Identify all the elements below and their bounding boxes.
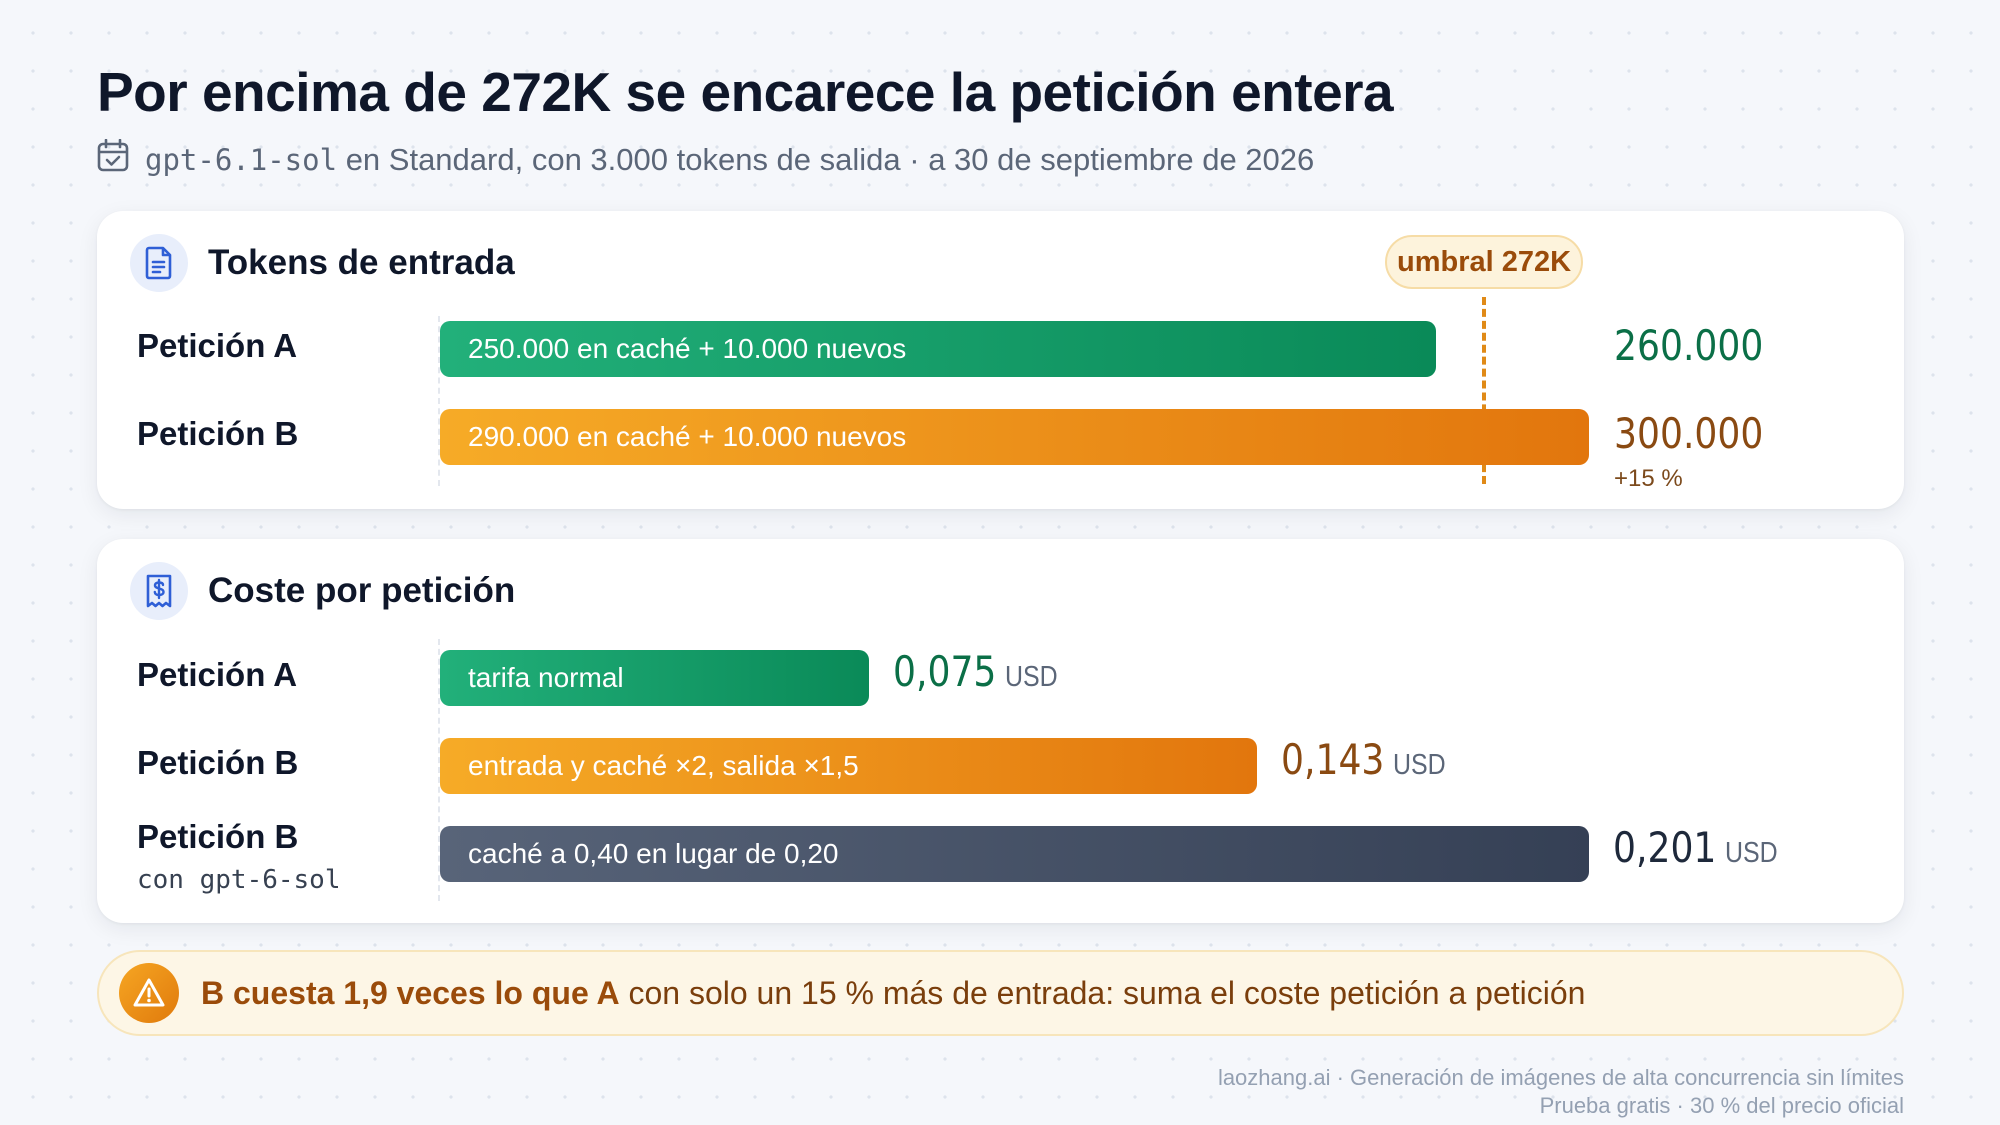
category-label: Petición B xyxy=(137,744,299,781)
bar: 290.000 en caché + 10.000 nuevos xyxy=(440,409,1589,465)
receipt-dollar-icon xyxy=(130,562,188,620)
bar-label: entrada y caché ×2, salida ×1,5 xyxy=(468,750,859,781)
footer-line: laozhang.ai · Generación de imágenes de … xyxy=(1217,1065,1904,1090)
data-label: 0,201 USD xyxy=(1613,823,1778,872)
bar: tarifa normal xyxy=(440,650,869,706)
bar: caché a 0,40 en lugar de 0,20 xyxy=(440,826,1589,882)
bar-axis xyxy=(438,639,440,901)
threshold-label: umbral 272K xyxy=(1385,235,1584,289)
footer-line: Prueba gratis · 30 % del precio oficial xyxy=(1539,1093,1904,1118)
page-title: Por encima de 272K se encarece la petici… xyxy=(97,61,1394,123)
subtitle-model: gpt-6.1-sol xyxy=(145,143,338,177)
bar-label: caché a 0,40 en lugar de 0,20 xyxy=(468,838,839,869)
summary-callout: B cuesta 1,9 veces lo que A con solo un … xyxy=(97,950,1904,1036)
card-title: Tokens de entrada xyxy=(208,243,515,282)
bar: entrada y caché ×2, salida ×1,5 xyxy=(440,738,1257,794)
document-icon xyxy=(130,234,188,292)
cost-card: Coste por petición Petición A Petición B… xyxy=(97,539,1904,923)
category-sublabel: con gpt-6-sol xyxy=(137,865,341,895)
bar-label: 250.000 en caché + 10.000 nuevos xyxy=(468,333,907,364)
input-tokens-card: Tokens de entrada umbral 272K Petición A… xyxy=(97,211,1904,509)
warning-icon xyxy=(119,963,179,1023)
category-label: Petición B xyxy=(137,818,299,855)
bar-label: tarifa normal xyxy=(468,662,624,693)
bar-label: 290.000 en caché + 10.000 nuevos xyxy=(468,421,907,452)
bar-axis xyxy=(438,316,440,486)
subtitle: gpt-6.1-sol en Standard, con 3.000 token… xyxy=(97,138,1315,181)
data-label: 300.000 xyxy=(1614,409,1764,458)
callout-text: B cuesta 1,9 veces lo que A con solo un … xyxy=(201,974,1586,1011)
card-title: Coste por petición xyxy=(208,571,516,610)
data-label: 260.000 xyxy=(1614,321,1764,370)
category-label: Petición B xyxy=(137,415,299,452)
data-label: 0,143 USD xyxy=(1281,735,1446,784)
data-label: 0,075 USD xyxy=(893,647,1058,696)
delta-note: +15 % xyxy=(1614,465,1683,492)
category-label: Petición A xyxy=(137,656,298,693)
threshold-line xyxy=(1482,297,1486,484)
bar: 250.000 en caché + 10.000 nuevos xyxy=(440,321,1436,377)
calendar-check-icon xyxy=(97,138,129,181)
subtitle-text: en Standard, con 3.000 tokens de salida … xyxy=(345,142,1315,177)
category-label: Petición A xyxy=(137,327,298,364)
